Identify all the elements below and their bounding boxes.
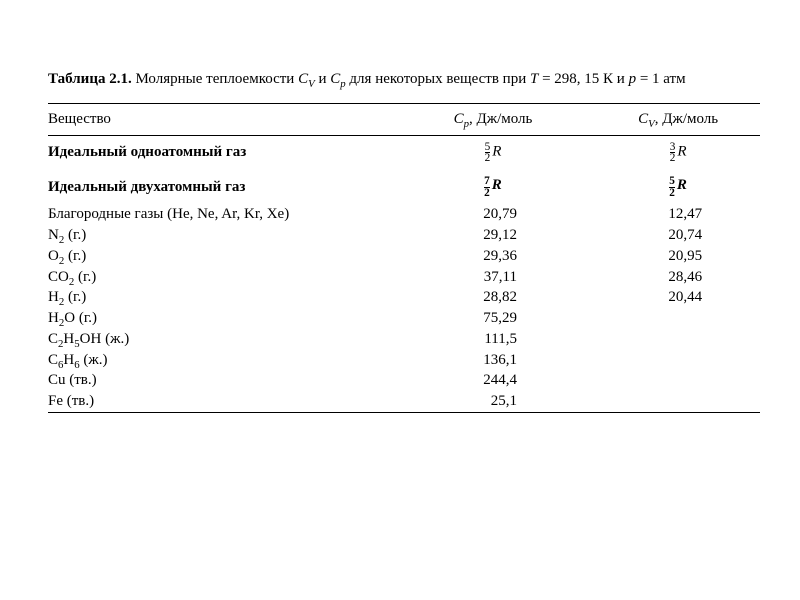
cell-cv: 52R xyxy=(596,170,760,204)
cell-cv: 20,95 xyxy=(596,246,760,267)
caption-text-3: для некоторых веществ при xyxy=(346,71,530,87)
cell-cp: 20,79 xyxy=(390,204,596,225)
table-row: H2O (г.)75,29 xyxy=(48,308,760,329)
cell-substance: H2O (г.) xyxy=(48,308,390,329)
cell-cp: 52R xyxy=(390,135,596,170)
table-row: Идеальный двухатомный газ72R52R xyxy=(48,170,760,204)
cell-cp: 29,12 xyxy=(390,225,596,246)
cell-cv xyxy=(596,350,760,371)
caption-cond: T = 298, 15 К и p = 1 атм xyxy=(530,71,686,87)
table-header-row: Вещество Cp, Дж/моль CV, Дж/моль xyxy=(48,103,760,135)
table-row: C6H6 (ж.)136,1 xyxy=(48,350,760,371)
cell-cp: 111,5 xyxy=(390,329,596,350)
table-caption: Таблица 2.1. Молярные теплоемкости CV и … xyxy=(48,70,760,89)
cell-substance: H2 (г.) xyxy=(48,287,390,308)
caption-label: Таблица 2.1. xyxy=(48,71,132,87)
cell-cp: 28,82 xyxy=(390,287,596,308)
cell-cv: 20,44 xyxy=(596,287,760,308)
table-row: Cu (тв.)244,4 xyxy=(48,370,760,391)
cell-cp: 37,11 xyxy=(390,267,596,288)
caption-Cp: Cp xyxy=(330,71,345,87)
cell-substance: Идеальный двухатомный газ xyxy=(48,170,390,204)
cell-cv xyxy=(596,370,760,391)
table-row: C2H5OH (ж.)111,5 xyxy=(48,329,760,350)
table-row: CO2 (г.)37,1128,46 xyxy=(48,267,760,288)
cell-cv: 32R xyxy=(596,135,760,170)
cell-substance: N2 (г.) xyxy=(48,225,390,246)
caption-text-2: и xyxy=(315,71,331,87)
table-row: Благородные газы (He, Ne, Ar, Kr, Xe)20,… xyxy=(48,204,760,225)
caption-text-1: Молярные теплоемкости xyxy=(132,71,298,87)
heat-capacity-table: Вещество Cp, Дж/моль CV, Дж/моль Идеальн… xyxy=(48,103,760,413)
col-header-cp: Cp, Дж/моль xyxy=(390,103,596,135)
cell-cv: 20,74 xyxy=(596,225,760,246)
cell-cp: 25,1 xyxy=(390,391,596,412)
cell-substance: O2 (г.) xyxy=(48,246,390,267)
cell-cp: 244,4 xyxy=(390,370,596,391)
page: Таблица 2.1. Молярные теплоемкости CV и … xyxy=(0,0,800,413)
cell-cv xyxy=(596,329,760,350)
cell-cv xyxy=(596,391,760,412)
cell-substance: Fe (тв.) xyxy=(48,391,390,412)
cell-substance: Cu (тв.) xyxy=(48,370,390,391)
caption-Cv: CV xyxy=(298,71,315,87)
table-row: N2 (г.)29,1220,74 xyxy=(48,225,760,246)
table-row: Идеальный одноатомный газ52R32R xyxy=(48,135,760,170)
cell-cp: 75,29 xyxy=(390,308,596,329)
cell-cp: 136,1 xyxy=(390,350,596,371)
col-header-cv: CV, Дж/моль xyxy=(596,103,760,135)
cell-substance: CO2 (г.) xyxy=(48,267,390,288)
table-row: Fe (тв.)25,1 xyxy=(48,391,760,412)
table-body: Идеальный одноатомный газ52R32RИдеальный… xyxy=(48,135,760,412)
cell-cv xyxy=(596,308,760,329)
cell-substance: C2H5OH (ж.) xyxy=(48,329,390,350)
cell-substance: Благородные газы (He, Ne, Ar, Kr, Xe) xyxy=(48,204,390,225)
table-row: H2 (г.)28,8220,44 xyxy=(48,287,760,308)
cell-cv: 28,46 xyxy=(596,267,760,288)
cell-substance: C6H6 (ж.) xyxy=(48,350,390,371)
cell-cp: 72R xyxy=(390,170,596,204)
cell-substance: Идеальный одноатомный газ xyxy=(48,135,390,170)
col-header-substance: Вещество xyxy=(48,103,390,135)
cell-cp: 29,36 xyxy=(390,246,596,267)
cell-cv: 12,47 xyxy=(596,204,760,225)
table-row: O2 (г.)29,3620,95 xyxy=(48,246,760,267)
